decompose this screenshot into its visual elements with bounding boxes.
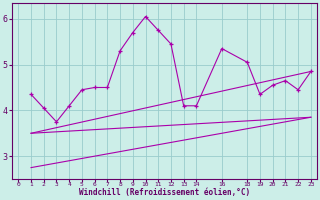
X-axis label: Windchill (Refroidissement éolien,°C): Windchill (Refroidissement éolien,°C) [79, 188, 250, 197]
